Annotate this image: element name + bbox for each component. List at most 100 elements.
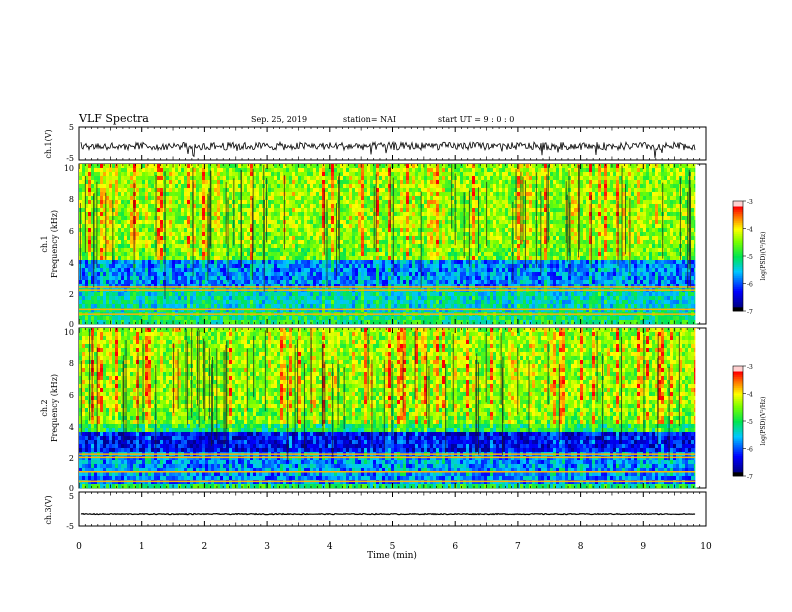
spectrogram-cell	[229, 172, 233, 177]
spectrogram-cell	[373, 180, 377, 185]
spectrogram-cell	[253, 272, 257, 277]
spectrogram-cell	[247, 212, 251, 217]
spectrogram-cell	[391, 256, 395, 261]
spectrogram-cell	[406, 220, 410, 225]
spectrogram-cell	[229, 264, 233, 269]
spectrogram-cell	[241, 284, 245, 289]
spectrogram-cell	[349, 172, 353, 177]
spectrogram-cell	[376, 244, 380, 249]
spectrogram-cell	[196, 176, 200, 181]
spectrogram-cell	[409, 304, 413, 309]
spectrogram-cell	[343, 200, 347, 205]
spectrogram-cell	[208, 192, 212, 197]
spectrogram-cell	[301, 232, 305, 237]
spectrogram-cell	[352, 240, 356, 245]
spectrogram-cell	[193, 240, 197, 245]
spectrogram-cell	[148, 304, 152, 309]
spectrogram-cell	[247, 292, 251, 297]
spectrogram-cell	[343, 172, 347, 177]
spectrogram-cell	[130, 268, 134, 273]
spectrogram-cell	[388, 264, 392, 269]
spectrogram-cell	[316, 276, 320, 281]
spectrogram-cell	[94, 180, 98, 185]
spectrogram-cell	[304, 176, 308, 181]
spectrogram-cell	[358, 268, 362, 273]
spectrogram-cell	[316, 236, 320, 241]
spectrogram-cell	[217, 220, 221, 225]
spectrogram-cell	[367, 180, 371, 185]
spectrogram-cell	[220, 200, 224, 205]
spectrogram-cell	[79, 292, 83, 297]
spectrogram-cell	[223, 216, 227, 221]
spectrogram-cell	[130, 232, 134, 237]
spectrogram-cell	[151, 316, 155, 321]
spectrogram-cell	[406, 164, 410, 169]
spectrogram-cell	[367, 188, 371, 193]
spectrogram-cell	[94, 280, 98, 285]
spectrogram-cell	[289, 280, 293, 285]
spectrogram-cell	[304, 280, 308, 285]
spectrogram-cell	[433, 268, 437, 273]
spectrogram-cell	[97, 208, 101, 213]
spectrogram-cell	[289, 204, 293, 209]
spectrogram-cell	[298, 180, 302, 185]
spectrogram-cell	[175, 200, 179, 205]
spectrogram-cell	[97, 284, 101, 289]
spectrogram-cell	[85, 200, 89, 205]
spectrogram-cell	[211, 240, 215, 245]
spectrogram-cell	[328, 300, 332, 305]
spectrogram-cell	[190, 276, 194, 281]
spectrogram-cell	[274, 204, 278, 209]
spectrogram-cell	[442, 224, 446, 229]
spectrogram-cell	[400, 284, 404, 289]
spectrogram-cell	[400, 264, 404, 269]
spectrogram-cell	[121, 196, 125, 201]
spectrogram-cell	[370, 228, 374, 233]
spectrogram-cell	[400, 172, 404, 177]
spectrogram-cell	[82, 164, 86, 169]
spectrogram-cell	[181, 252, 185, 257]
spectrogram-cell	[238, 212, 242, 217]
spectrogram-cell	[334, 220, 338, 225]
spectrogram-cell	[361, 220, 365, 225]
spectrogram-cell	[367, 164, 371, 169]
spectrogram-cell	[97, 260, 101, 265]
spectrogram-cell	[376, 192, 380, 197]
spectrogram-cell	[187, 304, 191, 309]
spectrogram-cell	[346, 208, 350, 213]
spectrogram-cell	[388, 192, 392, 197]
spectrogram-cell	[442, 200, 446, 205]
spectrogram-cell	[280, 220, 284, 225]
spectrogram-cell	[181, 284, 185, 289]
spectrogram-cell	[82, 180, 86, 185]
spectrogram-cell	[316, 296, 320, 301]
spectrogram-cell	[175, 284, 179, 289]
spectrogram-cell	[202, 220, 206, 225]
spectrogram-cell	[157, 284, 161, 289]
spectrogram-cell	[175, 216, 179, 221]
spectrogram-cell	[142, 308, 146, 313]
spectrogram-cell	[379, 264, 383, 269]
spectrogram-cell	[376, 256, 380, 261]
spectrogram-cell	[418, 216, 422, 221]
spectrogram-cell	[337, 172, 341, 177]
spectrogram-cell	[385, 260, 389, 265]
spectrogram-cell	[394, 304, 398, 309]
spectrogram-cell	[289, 196, 293, 201]
spectrogram-cell	[412, 240, 416, 245]
spectrogram-cell	[199, 316, 203, 321]
spectrogram-cell	[367, 272, 371, 277]
spectrogram-cell	[205, 196, 209, 201]
spectrogram-cell	[238, 308, 242, 313]
ch1-waveform-line	[80, 140, 696, 159]
spectrogram-cell	[112, 280, 116, 285]
spectrogram-cell	[121, 192, 125, 197]
spectrogram-cell	[79, 296, 83, 301]
spectrogram-cell	[271, 304, 275, 309]
spectrogram-cell	[127, 208, 131, 213]
spectrogram-cell	[346, 276, 350, 281]
spectrogram-cell	[169, 180, 173, 185]
spectrogram-cell	[157, 236, 161, 241]
spectrogram-cell	[148, 208, 152, 213]
spectrogram-cell	[130, 224, 134, 229]
